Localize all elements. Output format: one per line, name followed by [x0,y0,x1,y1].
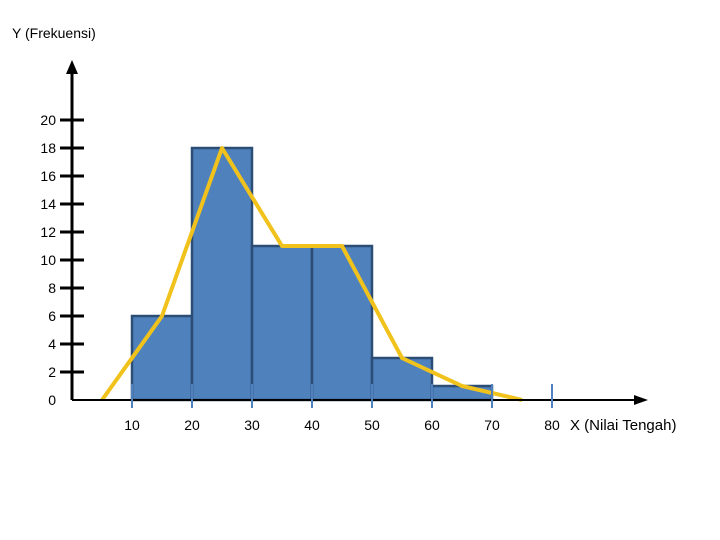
y-tick-label: 16 [40,168,56,184]
x-tick-label: 70 [484,417,500,433]
x-tick-label: 50 [364,417,380,433]
y-tick-label: 20 [40,112,56,128]
frequency-polygon [100,146,523,402]
y-tick-label: 10 [40,252,56,268]
x-tick-label: 10 [124,417,140,433]
y-tick-label: 8 [48,280,56,296]
polygon-line [100,146,523,402]
histogram-bars [130,146,494,402]
y-axis-arrow [66,60,78,74]
y-axis-label: Y (Frekuensi) [12,25,96,41]
x-tick-label: 20 [184,417,200,433]
y-tick-label: 0 [48,392,56,408]
y-tick-label: 4 [48,336,56,352]
histogram-bar [370,356,434,402]
x-axis-arrow [634,395,648,405]
histogram-bar [310,244,374,402]
x-tick-label: 40 [304,417,320,433]
histogram-bar [190,146,254,402]
y-tick-label: 2 [48,364,56,380]
x-axis-label: X (Nilai Tengah) [570,417,676,434]
y-tick-label: 18 [40,140,56,156]
x-tick-label: 30 [244,417,260,433]
x-tick-label: 60 [424,417,440,433]
histogram-bar [250,244,314,402]
x-tick-label: 80 [544,417,560,433]
y-tick-label: 6 [48,308,56,324]
y-tick-label: 14 [40,196,56,212]
histogram-bar [130,314,194,402]
y-tick-label: 12 [40,224,56,240]
axis-ticks: 0 2 4 6 8 10 12 14 16 18 20 10 20 30 40 50 60 70 80 [40,112,560,433]
histogram-bar [430,384,494,402]
